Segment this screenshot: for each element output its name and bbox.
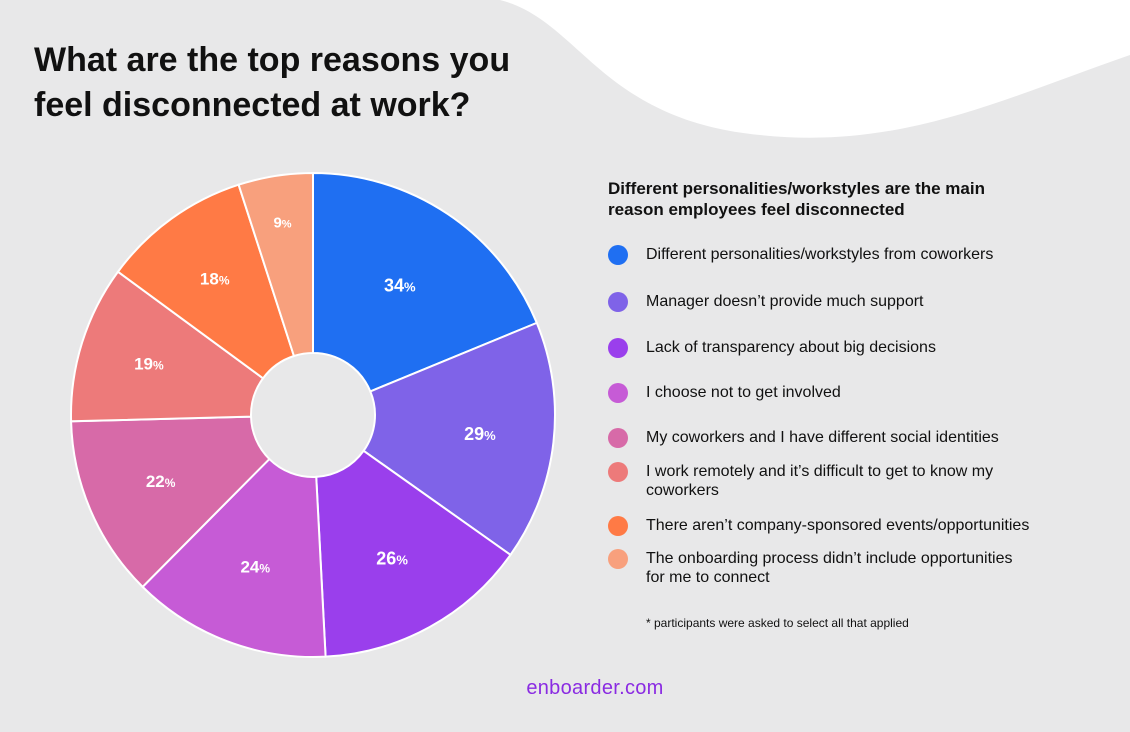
pie-slice: [116, 183, 296, 380]
slice-value-label: 34%: [384, 275, 416, 295]
brand-link[interactable]: enboarder.com: [526, 677, 664, 699]
legend-label: There aren’t company-sponsored events/op…: [646, 516, 1088, 535]
legend-item: Lack of transparency about big decisions: [608, 338, 1088, 358]
footnote: * participants were asked to select all …: [646, 616, 909, 630]
legend-label-line: The onboarding process didn’t include op…: [646, 550, 1013, 567]
slice-value-label: 29%: [464, 424, 496, 444]
legend-swatch: [608, 428, 628, 448]
legend-item: I work remotely and it’s difficult to ge…: [608, 462, 1088, 500]
legend-label: Manager doesn’t provide much support: [646, 292, 1088, 311]
legend-heading-line-2: reason employees feel disconnected: [608, 200, 905, 219]
legend-label-line: I choose not to get involved: [646, 384, 841, 401]
legend-swatch: [608, 338, 628, 358]
title-line-1: What are the top reasons you: [34, 41, 511, 79]
pie-slice: [362, 321, 556, 557]
title-line-2: feel disconnected at work?: [34, 86, 471, 124]
legend-label-line: Different personalities/workstyles from …: [646, 246, 994, 263]
legend-swatch: [608, 383, 628, 403]
legend-swatch: [608, 292, 628, 312]
slice-value-label: 19%: [134, 355, 164, 374]
legend-item: I choose not to get involved: [608, 383, 1088, 403]
legend-label-line: There aren’t company-sponsored events/op…: [646, 517, 1030, 534]
pie-slice: [70, 415, 271, 589]
legend-label-line: My coworkers and I have different social…: [646, 429, 999, 446]
legend-swatch: [608, 516, 628, 536]
pie-slice: [141, 457, 327, 658]
legend-label: I choose not to get involved: [646, 383, 1088, 402]
legend-item: My coworkers and I have different social…: [608, 428, 1088, 448]
legend-item: The onboarding process didn’t include op…: [608, 549, 1088, 587]
slice-value-label: 24%: [240, 557, 270, 576]
pie-slice: [70, 270, 265, 423]
legend-label: The onboarding process didn’t include op…: [646, 549, 1088, 587]
legend-label-line: coworkers: [646, 482, 719, 499]
legend-item: There aren’t company-sponsored events/op…: [608, 516, 1088, 536]
legend-heading-line-1: Different personalities/workstyles are t…: [608, 179, 985, 198]
legend-label: Different personalities/workstyles from …: [646, 245, 1088, 264]
legend-label: I work remotely and it’s difficult to ge…: [646, 462, 1088, 500]
pie-slice: [312, 171, 539, 393]
page-title: What are the top reasons you feel discon…: [34, 38, 594, 128]
legend-item: Different personalities/workstyles from …: [608, 245, 1088, 265]
legend-label-line: I work remotely and it’s difficult to ge…: [646, 463, 994, 480]
slice-value-label: 9%: [273, 214, 291, 231]
legend-label: Lack of transparency about big decisions: [646, 338, 1088, 357]
legend-item: Manager doesn’t provide much support: [608, 292, 1088, 312]
legend-heading: Different personalities/workstyles are t…: [608, 178, 1078, 220]
slice-value-label: 26%: [376, 549, 408, 569]
slice-value-label: 22%: [146, 472, 176, 491]
legend-swatch: [608, 462, 628, 482]
legend-label-line: for me to connect: [646, 569, 770, 586]
legend-label-line: Lack of transparency about big decisions: [646, 339, 936, 356]
legend-label: My coworkers and I have different social…: [646, 428, 1088, 447]
slice-value-label: 18%: [200, 270, 230, 289]
background-wave: [500, 0, 1130, 138]
legend-label-line: Manager doesn’t provide much support: [646, 293, 924, 310]
pie-slice: [237, 171, 314, 358]
legend-swatch: [608, 549, 628, 569]
legend-swatch: [608, 245, 628, 265]
pie-slice: [315, 449, 512, 658]
